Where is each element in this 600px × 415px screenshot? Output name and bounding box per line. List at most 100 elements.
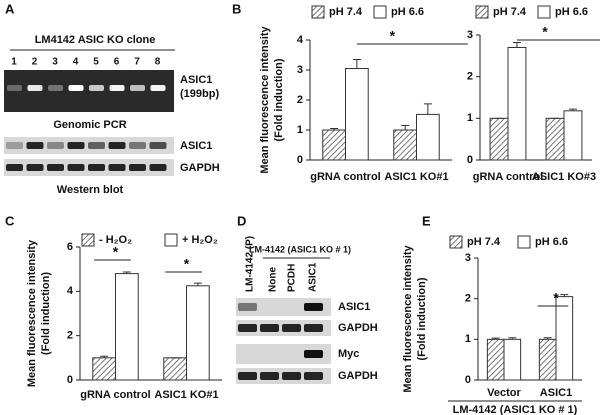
panel-label: C	[5, 213, 15, 228]
y-axis-label: (Fold induction)	[273, 58, 285, 141]
bar	[555, 296, 574, 381]
error-bar	[352, 59, 361, 69]
legend-swatch	[164, 233, 178, 247]
gel-band	[238, 324, 257, 332]
gel-band	[304, 324, 323, 332]
lane-label: 1	[11, 57, 17, 68]
error-bar	[491, 337, 500, 340]
gel-band	[108, 164, 126, 171]
error-bar	[568, 108, 577, 111]
error-bar	[512, 42, 521, 48]
lane-label: 6	[114, 57, 120, 68]
x-axis-label: LM-4142 (ASIC1 KO # 1)	[453, 404, 578, 415]
legend-label: pH 6.6	[535, 236, 568, 248]
gel-band	[282, 372, 301, 380]
legend-label: pH 7.4	[493, 6, 527, 18]
bar	[507, 47, 527, 161]
y-tick-label: 1	[297, 124, 303, 136]
significance-mark: *	[390, 28, 396, 44]
bar	[563, 110, 583, 161]
bar	[486, 338, 505, 381]
gel-wb	[236, 298, 331, 316]
gel-band	[68, 85, 84, 91]
legend-label: pH 6.6	[555, 6, 588, 18]
panel-label: E	[422, 213, 431, 228]
y-axis-label: (Fold induction)	[416, 277, 428, 360]
lane-label: 2	[32, 57, 38, 68]
x-tick-label: ASIC1	[540, 387, 572, 399]
legend-label: - H₂O₂	[99, 234, 132, 246]
gel-row-label: ASIC1	[338, 301, 370, 313]
bar	[92, 357, 116, 381]
gel-band	[260, 372, 279, 380]
bar	[538, 338, 557, 381]
lane-label: LM-4142 (P)	[245, 236, 256, 292]
legend-label: pH 7.4	[329, 6, 363, 18]
error-bar	[100, 355, 109, 358]
significance-mark: *	[553, 290, 559, 306]
bar	[322, 129, 346, 161]
legend-swatch	[311, 5, 325, 19]
lane-label: 7	[134, 57, 140, 68]
y-tick-label: 3	[467, 29, 473, 41]
legend-swatch	[81, 233, 95, 247]
legend-swatch	[449, 235, 463, 249]
gel-band	[109, 85, 125, 91]
y-tick-label: 0	[467, 154, 473, 166]
gel-band	[238, 303, 257, 311]
gel-group-label: LM-4142 (ASIC1 KO # 1)	[249, 244, 351, 254]
x-tick-label: ASIC1 KO#1	[384, 171, 448, 183]
y-tick-label: 3	[465, 252, 471, 264]
gel-wb	[236, 344, 331, 364]
gel-band	[88, 142, 105, 149]
lane-label: ASIC1	[308, 262, 319, 292]
y-axis-label: Mean fluorescence intensity	[402, 244, 414, 392]
significance-mark: *	[184, 256, 190, 272]
y-tick-label: 6	[67, 241, 73, 253]
error-bar	[193, 282, 202, 286]
lane-label: 8	[155, 57, 161, 68]
gel-band	[238, 372, 257, 380]
gel-band	[149, 164, 167, 171]
bar	[345, 68, 369, 161]
legend-swatch	[475, 5, 489, 19]
gel-row-label: (199bp)	[180, 88, 219, 100]
legend-label: pH 6.6	[391, 6, 424, 18]
gel-band	[6, 164, 23, 171]
y-axis-label: Mean fluorescence intensity	[26, 239, 38, 387]
bar	[115, 273, 139, 381]
gel-band	[6, 142, 23, 149]
gel-row-label: ASIC1	[180, 74, 212, 86]
gel-band	[260, 324, 279, 332]
x-tick-label: ASIC1 KO#1	[154, 389, 218, 401]
y-tick-label: 0	[297, 154, 303, 166]
legend-label: pH 7.4	[467, 236, 501, 248]
error-bar	[423, 103, 432, 115]
gel-band	[130, 85, 145, 91]
legend-swatch	[373, 5, 387, 19]
error-bar	[330, 128, 339, 130]
gel-row-label: ASIC1	[180, 140, 212, 152]
gel-caption: Western blot	[57, 184, 124, 196]
significance-mark: *	[542, 24, 548, 40]
gel-band	[129, 142, 146, 149]
lane-label: 4	[73, 57, 79, 68]
gel-row-label: Myc	[338, 348, 359, 360]
y-tick-label: 0	[67, 374, 73, 386]
y-tick-label: 4	[67, 285, 74, 297]
error-bar	[508, 337, 517, 340]
gel-band	[27, 85, 43, 91]
panel-label: B	[232, 1, 241, 16]
x-tick-label: gRNA control	[473, 171, 543, 183]
gel-band	[26, 142, 44, 149]
gel-band	[7, 85, 22, 91]
gel-band	[48, 85, 63, 91]
bar	[503, 338, 522, 381]
y-tick-label: 2	[67, 330, 73, 342]
gel-band	[149, 142, 167, 149]
gel-band	[47, 164, 64, 171]
gel-title: LM4142 ASIC KO clone	[35, 34, 156, 46]
gel-band	[108, 142, 126, 149]
x-tick-label: gRNA control	[80, 389, 150, 401]
legend-label: + H₂O₂	[182, 234, 218, 246]
